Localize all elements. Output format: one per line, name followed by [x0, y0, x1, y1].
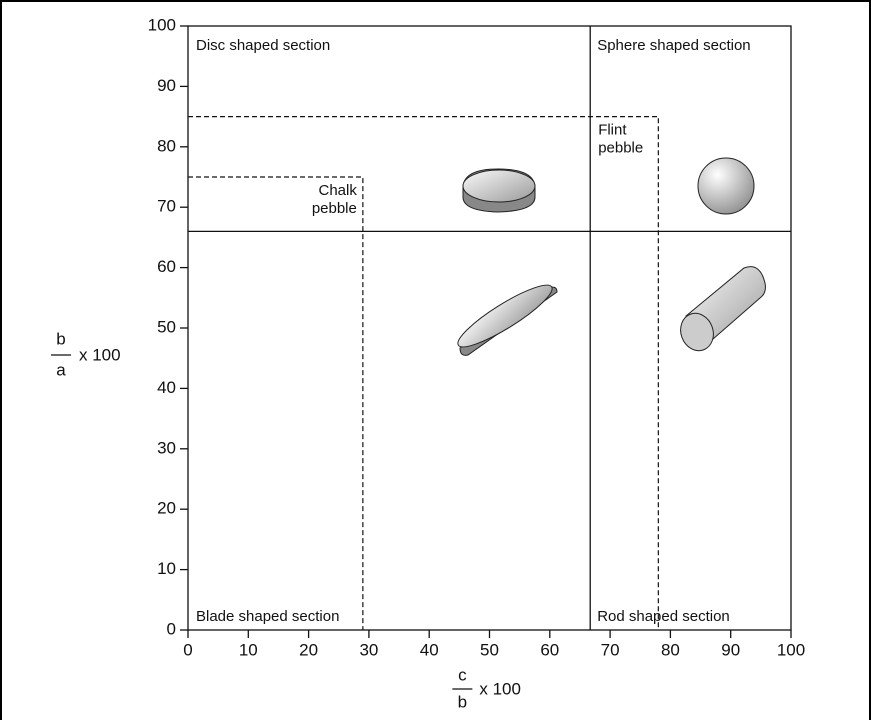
frame: [1, 1, 870, 720]
pebble-boundary: [188, 117, 658, 630]
y-tick-label: 20: [157, 499, 176, 518]
x-tick-label: 20: [299, 640, 318, 659]
y-tick-label: 100: [148, 15, 176, 34]
pebble-label: Chalk: [319, 182, 358, 199]
y-tick-label: 50: [157, 317, 176, 336]
region-label: Sphere shaped section: [597, 37, 750, 54]
pebble-label: Flint: [598, 122, 627, 139]
chart: 0 10 20 30 40 50 60 70 80 90 100 0 10 20 30 40 50 60 70 80 9…: [0, 0, 871, 720]
y-tick-label: 90: [157, 76, 176, 95]
x-tick-label: 30: [359, 640, 378, 659]
y-tick-label: 30: [157, 438, 176, 457]
y-tick-label: 80: [157, 136, 176, 155]
y-label-denominator: a: [56, 360, 66, 379]
x-label-suffix: x 100: [479, 679, 521, 698]
y-tick-label: 70: [157, 197, 176, 216]
y-tick-label: 10: [157, 559, 176, 578]
x-tick-label: 10: [239, 640, 258, 659]
x-tick-label: 0: [183, 640, 192, 659]
x-tick-label: 80: [661, 640, 680, 659]
rod-icon: [675, 267, 765, 356]
blade-icon: [452, 277, 558, 356]
pebble-label: pebble: [312, 200, 357, 217]
x-tick-label: 60: [540, 640, 559, 659]
y-label-numerator: b: [56, 329, 65, 348]
x-label-denominator: b: [458, 692, 467, 711]
x-tick-label: 70: [601, 640, 620, 659]
pebble-boundary: [188, 177, 363, 630]
x-label-numerator: c: [458, 665, 467, 684]
y-tick-label: 40: [157, 378, 176, 397]
region-label: Disc shaped section: [196, 37, 330, 54]
region-label: Blade shaped section: [196, 608, 339, 625]
x-tick-label: 90: [721, 640, 740, 659]
y-label-suffix: x 100: [79, 345, 121, 364]
pebble-label: pebble: [598, 140, 643, 157]
x-tick-label: 100: [777, 640, 805, 659]
disc-icon: [463, 169, 535, 212]
x-tick-label: 50: [480, 640, 499, 659]
y-tick-label: 60: [157, 257, 176, 276]
region-label: Rod shaped section: [597, 608, 730, 625]
y-tick-label: 0: [167, 619, 176, 638]
x-tick-label: 40: [420, 640, 439, 659]
sphere-icon: [698, 158, 754, 214]
